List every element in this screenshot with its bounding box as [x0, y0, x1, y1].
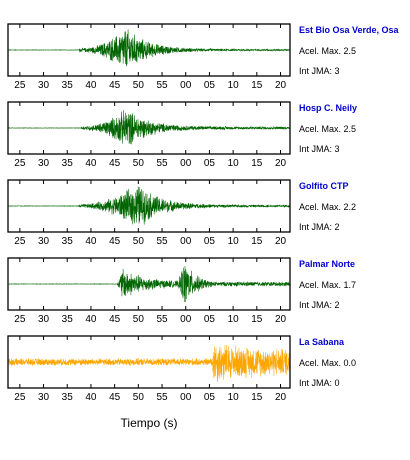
x-tick-labels: 25 30 35 40 45 50 55 00 05 10 15 20 — [14, 80, 286, 91]
max-acceleration: Acel. Max. 2.5 — [299, 124, 356, 134]
x-tick-label: 25 — [14, 236, 26, 247]
x-tick-label: 10 — [228, 392, 240, 403]
x-tick-label: 20 — [275, 314, 287, 325]
panel-2: 25 30 35 40 45 50 55 00 05 10 15 20 Hosp C. Neily Ace… — [7, 101, 357, 169]
x-tick-label: 35 — [62, 158, 74, 169]
waveform-trace — [8, 344, 290, 383]
x-tick-label: 35 — [62, 80, 74, 91]
x-tick-label: 20 — [275, 158, 287, 169]
jma-intensity: Int JMA: 0 — [299, 378, 340, 388]
x-tick-label: 50 — [133, 314, 145, 325]
x-tick-label: 55 — [156, 80, 168, 91]
x-tick-label: 05 — [204, 392, 216, 403]
waveform-trace — [8, 266, 290, 302]
x-tick-label: 40 — [85, 80, 97, 91]
max-acceleration: Acel. Max. 0.0 — [299, 358, 356, 368]
x-tick-label: 10 — [228, 314, 240, 325]
x-tick-label: 35 — [62, 236, 74, 247]
panel-5: 25 30 35 40 45 50 55 00 05 10 15 20 La Sabana Acel. M… — [7, 335, 356, 403]
x-axis-label: Tiempo (s) — [121, 416, 178, 430]
max-acceleration: Acel. Max. 1.7 — [299, 280, 356, 290]
jma-intensity: Int JMA: 3 — [299, 66, 340, 76]
x-tick-label: 30 — [38, 392, 50, 403]
x-tick-labels: 25 30 35 40 45 50 55 00 05 10 15 20 — [14, 158, 286, 169]
x-tick-label: 45 — [109, 236, 121, 247]
x-tick-label: 15 — [251, 392, 263, 403]
x-tick-label: 45 — [109, 80, 121, 91]
x-tick-label: 45 — [109, 392, 121, 403]
x-tick-label: 25 — [14, 80, 26, 91]
x-tick-label: 50 — [133, 80, 145, 91]
panel-frame — [7, 23, 291, 77]
x-tick-label: 00 — [180, 314, 192, 325]
jma-intensity: Int JMA: 2 — [299, 300, 340, 310]
x-tick-label: 45 — [109, 158, 121, 169]
x-tick-label: 15 — [251, 314, 263, 325]
station-name: Hosp C. Neily — [299, 103, 357, 113]
x-tick-label: 40 — [85, 392, 97, 403]
x-tick-label: 25 — [14, 392, 26, 403]
x-tick-label: 20 — [275, 236, 287, 247]
station-name: Palmar Norte — [299, 259, 355, 269]
x-tick-label: 15 — [251, 236, 263, 247]
x-tick-label: 55 — [156, 392, 168, 403]
x-tick-label: 55 — [156, 158, 168, 169]
x-tick-label: 05 — [204, 80, 216, 91]
x-tick-label: 55 — [156, 236, 168, 247]
x-tick-label: 00 — [180, 236, 192, 247]
x-tick-label: 25 — [14, 158, 26, 169]
max-acceleration: Acel. Max. 2.2 — [299, 202, 356, 212]
x-tick-label: 35 — [62, 314, 74, 325]
x-tick-label: 20 — [275, 392, 287, 403]
panel-frame — [7, 335, 291, 389]
x-tick-label: 00 — [180, 80, 192, 91]
panel-4: 25 30 35 40 45 50 55 00 05 10 15 20 Palmar Norte Acel… — [7, 257, 356, 325]
x-tick-label: 40 — [85, 236, 97, 247]
x-tick-label: 05 — [204, 236, 216, 247]
x-tick-label: 25 — [14, 314, 26, 325]
waveform-trace — [8, 109, 290, 145]
x-tick-label: 00 — [180, 158, 192, 169]
x-tick-labels: 25 30 35 40 45 50 55 00 05 10 15 20 — [14, 314, 286, 325]
x-tick-label: 50 — [133, 236, 145, 247]
x-tick-label: 40 — [85, 158, 97, 169]
x-tick-label: 30 — [38, 314, 50, 325]
jma-intensity: Int JMA: 3 — [299, 144, 340, 154]
x-tick-label: 50 — [133, 158, 145, 169]
max-acceleration: Acel. Max. 2.5 — [299, 46, 356, 56]
station-name: Est Bio Osa Verde, Osa — [299, 25, 400, 35]
waveform-trace — [8, 186, 290, 225]
x-tick-label: 10 — [228, 236, 240, 247]
x-tick-label: 05 — [204, 158, 216, 169]
x-tick-label: 15 — [251, 158, 263, 169]
x-tick-label: 50 — [133, 392, 145, 403]
x-tick-label: 10 — [228, 158, 240, 169]
seismogram-panels: 25 30 35 40 45 50 55 00 05 10 15 20 Est Bio Osa Verd… — [7, 23, 400, 403]
station-name: Golfito CTP — [299, 181, 349, 191]
jma-intensity: Int JMA: 2 — [299, 222, 340, 232]
x-tick-label: 30 — [38, 158, 50, 169]
x-tick-label: 05 — [204, 314, 216, 325]
panel-1: 25 30 35 40 45 50 55 00 05 10 15 20 Est Bio Osa Verd… — [7, 23, 400, 91]
waveform-trace — [8, 29, 290, 67]
x-tick-label: 30 — [38, 236, 50, 247]
panel-frame — [7, 101, 291, 155]
x-tick-label: 15 — [251, 80, 263, 91]
panel-frame — [7, 179, 291, 233]
x-tick-label: 20 — [275, 80, 287, 91]
station-name: La Sabana — [299, 337, 345, 347]
x-tick-labels: 25 30 35 40 45 50 55 00 05 10 15 20 — [14, 392, 286, 403]
panel-frame — [7, 257, 291, 311]
x-tick-label: 00 — [180, 392, 192, 403]
panel-3: 25 30 35 40 45 50 55 00 05 10 15 20 Golfito CTP Acel.… — [7, 179, 356, 247]
x-tick-labels: 25 30 35 40 45 50 55 00 05 10 15 20 — [14, 236, 286, 247]
x-tick-label: 10 — [228, 80, 240, 91]
x-tick-label: 40 — [85, 314, 97, 325]
x-tick-label: 55 — [156, 314, 168, 325]
x-tick-label: 35 — [62, 392, 74, 403]
x-tick-label: 30 — [38, 80, 50, 91]
x-tick-label: 45 — [109, 314, 121, 325]
